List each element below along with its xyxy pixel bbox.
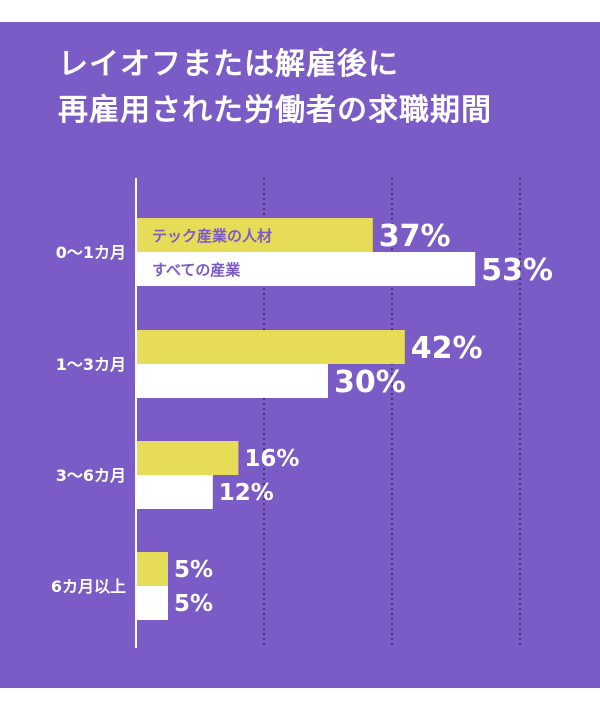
chart-title: レイオフまたは解雇後に 再雇用された労働者の求職期間 [58,42,492,134]
bar-all-2 [136,475,213,509]
legend-all: すべての産業 [152,261,241,279]
bar-tech-3 [136,552,168,586]
value-label-all-1: 30% [334,365,406,400]
category-label-2: 3～6カ月 [56,466,126,485]
category-label-0: 0～1カ月 [56,243,126,262]
value-label-tech-3: 5% [174,557,213,583]
bar-tech-1 [136,330,405,364]
category-label-3: 6カ月以上 [51,577,126,596]
bar-tech-2 [136,441,239,475]
chart-title-line-1: レイオフまたは解雇後に [58,47,399,82]
value-label-tech-2: 16% [244,446,299,472]
value-label-all-3: 5% [174,591,213,617]
bar-all-0 [136,252,476,286]
value-label-tech-0: 37% [379,219,451,254]
value-label-all-2: 12% [219,480,274,506]
legend-tech: テック産業の人材 [152,227,272,245]
chart-title-line-2: 再雇用された労働者の求職期間 [58,93,492,128]
bar-tech-0 [136,218,373,252]
category-label-1: 1～3カ月 [56,355,126,374]
bar-all-3 [136,586,168,620]
bar-all-1 [136,364,328,398]
value-label-all-0: 53% [481,253,553,288]
value-label-tech-1: 42% [411,331,483,366]
